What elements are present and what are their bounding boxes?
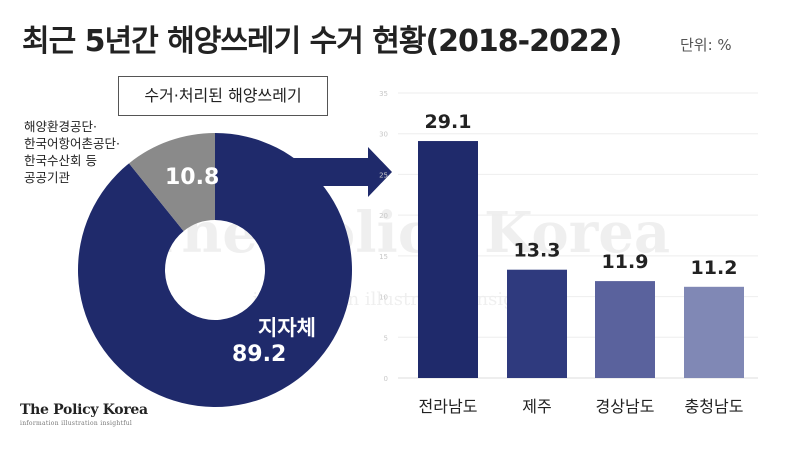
x-tick-label: 경상남도 [596, 397, 655, 416]
y-tick-label: 0 [384, 375, 388, 383]
y-tick-label: 15 [379, 253, 388, 261]
bar-chart: 0 5 10 15 20 25 30 35 29.1 전라남도 13.3 제주 11.9 경상남도 11.2… [379, 90, 758, 416]
note-line: 공공기관 [24, 170, 71, 185]
y-tick-label: 20 [379, 212, 388, 220]
y-tick-label: 35 [379, 90, 388, 98]
bar-value-label: 13.3 [514, 240, 561, 262]
note-line: 한국어항어촌공단· [24, 136, 120, 151]
donut-value-label: 89.2 [232, 342, 286, 367]
donut-slice-public-agencies [129, 133, 215, 232]
donut-value-label: 10.8 [165, 165, 219, 190]
bar [595, 281, 655, 378]
note-line: 한국수산회 등 [24, 153, 97, 168]
donut-slice-label: 지자체 [258, 316, 316, 340]
y-tick-label: 30 [379, 131, 388, 139]
donut-slice-local-governments [77, 133, 352, 407]
bar [418, 141, 478, 378]
page-title: 최근 5년간 해양쓰레기 수거 현황(2018-2022) [22, 24, 622, 59]
y-tick-label: 5 [384, 334, 388, 342]
brand-logo: The Policy Korea information illustratio… [20, 402, 148, 427]
x-tick-label: 전라남도 [419, 397, 478, 416]
brand-tagline: information illustration insightful [20, 420, 133, 427]
bar-value-label: 11.9 [602, 251, 649, 273]
public-agencies-note: 해양환경공단· 한국어항어촌공단· 한국수산회 등 공공기관 [24, 118, 120, 186]
bar [684, 286, 744, 378]
bar-value-label: 29.1 [425, 111, 472, 133]
x-tick-label: 제주 [522, 397, 551, 416]
unit-label: 단위: % [680, 36, 732, 54]
bar-value-label: 11.2 [691, 257, 738, 279]
y-tick-label: 25 [379, 171, 388, 179]
bar [507, 269, 567, 378]
arrow-shape [280, 147, 392, 197]
x-tick-label: 충청남도 [685, 397, 744, 416]
note-line: 해양환경공단· [24, 119, 97, 134]
donut-legend-box: 수거·처리된 해양쓰레기 [118, 76, 328, 116]
y-tick-label: 10 [379, 294, 388, 302]
arrow-graphic [280, 147, 392, 197]
brand-name: The Policy Korea [20, 402, 148, 418]
